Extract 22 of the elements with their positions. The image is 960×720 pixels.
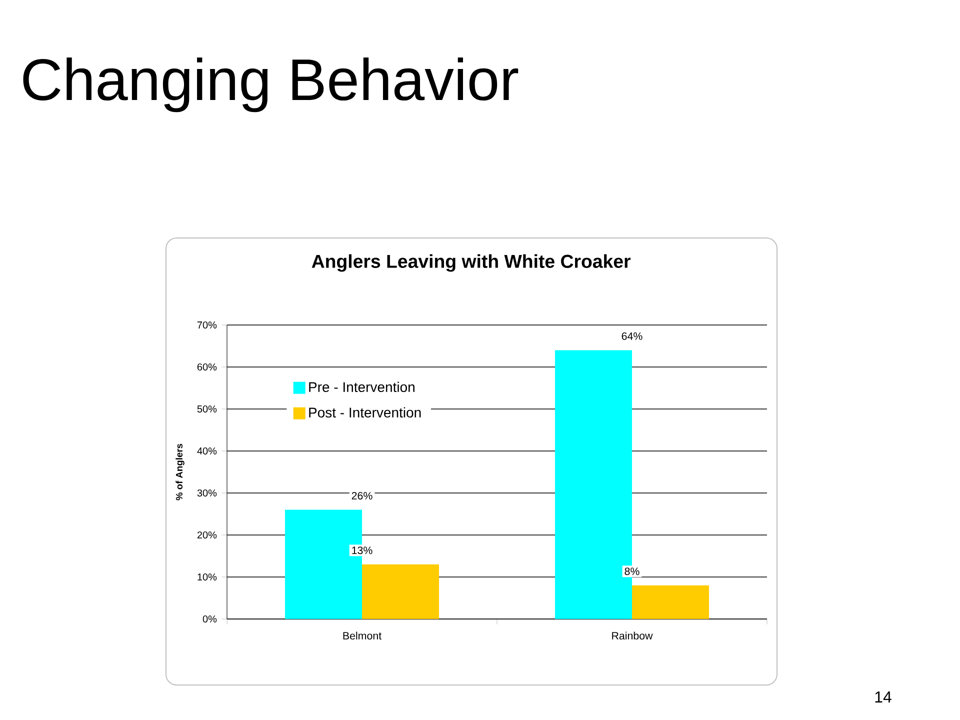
data-label: 8% (624, 568, 640, 576)
x-tick-label: Belmont (343, 632, 382, 640)
y-tick-label: 0% (202, 615, 217, 623)
bar (632, 585, 710, 619)
legend-label: Pre - Intervention (309, 382, 414, 392)
y-axis-title: % of Anglers (176, 444, 184, 500)
y-tick-label: 60% (197, 363, 217, 371)
x-tick-label: Rainbow (612, 632, 653, 640)
y-tick-label: 30% (197, 489, 217, 497)
y-tick-label: 10% (198, 573, 217, 581)
y-tick-label: 70% (197, 321, 217, 329)
text: 14 (875, 691, 892, 702)
legend-label: Post - Intervention (309, 407, 421, 418)
chart-title: Changing Behavior (23, 57, 518, 112)
data-label: 64% (622, 332, 642, 340)
bar (362, 564, 440, 619)
y-tick-label: 40% (197, 447, 217, 455)
y-tick-label: 20% (197, 531, 217, 539)
y-tick-label: 50% (197, 405, 217, 413)
data-label: 26% (352, 492, 372, 500)
data-label: 13% (352, 546, 372, 554)
chart-subtitle: Anglers Leaving with White Croaker (312, 254, 631, 272)
